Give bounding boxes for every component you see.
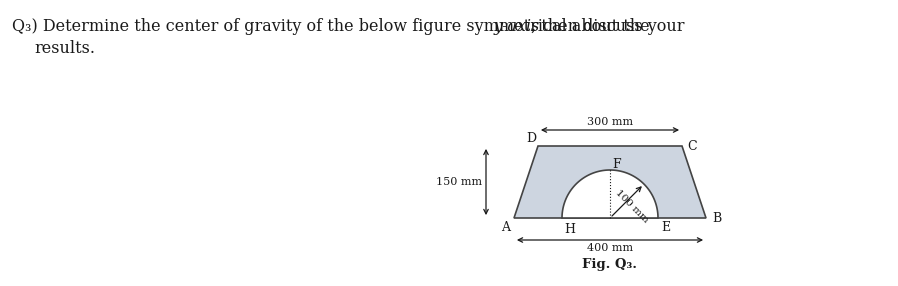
Text: results.: results.: [34, 40, 95, 57]
Text: A: A: [501, 221, 510, 234]
Text: 400 mm: 400 mm: [587, 243, 633, 253]
Text: D: D: [526, 132, 536, 145]
Polygon shape: [514, 146, 706, 218]
Text: 150 mm: 150 mm: [436, 177, 482, 187]
Polygon shape: [562, 170, 658, 218]
Text: y-axis: y-axis: [494, 18, 541, 35]
Text: 100 mm: 100 mm: [613, 188, 650, 224]
Text: H: H: [564, 223, 575, 236]
Text: F: F: [612, 158, 621, 171]
Text: E: E: [661, 221, 670, 234]
Text: , then discuss your: , then discuss your: [531, 18, 684, 35]
Text: C: C: [687, 140, 697, 152]
Text: 300 mm: 300 mm: [587, 117, 633, 127]
Text: Q₃) Determine the center of gravity of the below figure symmetrical about the: Q₃) Determine the center of gravity of t…: [12, 18, 655, 35]
Text: B: B: [712, 212, 721, 225]
Text: Fig. Q₃.: Fig. Q₃.: [583, 258, 638, 271]
